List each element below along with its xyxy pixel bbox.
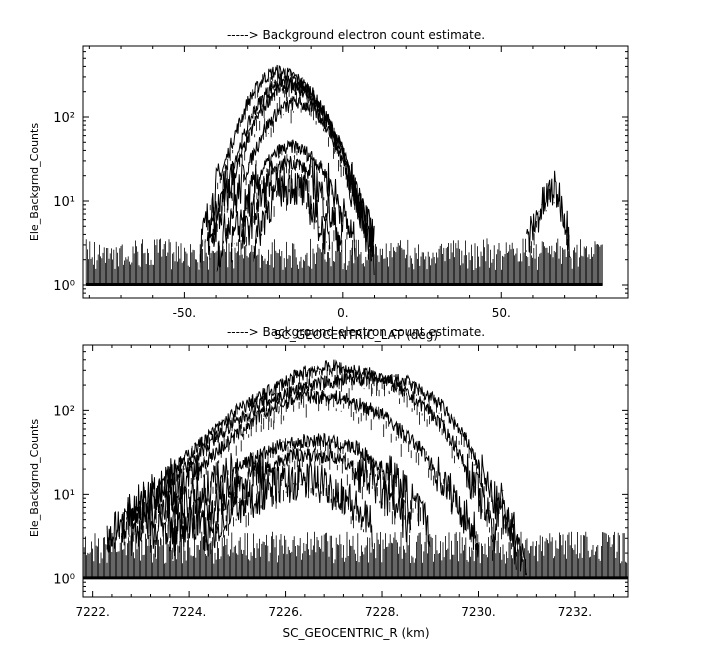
series-spikes xyxy=(203,475,372,557)
noise-floor-band xyxy=(83,531,628,579)
y-tick-label: 10¹ xyxy=(53,195,75,210)
y-tick-label: 10¹ xyxy=(53,488,75,503)
noise-floor-baseline xyxy=(86,282,603,286)
plot-frame xyxy=(82,344,629,598)
y-tick-label: 10² xyxy=(53,111,75,126)
y-tick-label: 10⁰ xyxy=(53,572,75,587)
x-tick-label: -50. xyxy=(173,306,196,320)
noise-floor-baseline xyxy=(83,576,628,580)
series-spikes xyxy=(253,178,330,262)
x-axis-label: SC_GEOCENTRIC_R (km) xyxy=(283,626,430,640)
x-tick-label: 7232. xyxy=(558,605,592,619)
series-line xyxy=(150,432,431,549)
series-line xyxy=(526,170,571,259)
noise-floor-band xyxy=(85,238,603,285)
series-spikes xyxy=(150,437,429,558)
chart-latitude: -----> Background electron count estimat… xyxy=(28,28,629,342)
series-line xyxy=(169,447,412,553)
x-tick-label: 7224. xyxy=(172,605,206,619)
x-tick-label: 0. xyxy=(337,306,348,320)
x-tick-label: 7226. xyxy=(268,605,302,619)
y-tick-label: 10⁰ xyxy=(53,279,75,294)
x-tick-label: 7228. xyxy=(365,605,399,619)
series-line xyxy=(240,155,343,252)
series-spikes xyxy=(218,100,374,266)
chart-title: -----> Background electron count estimat… xyxy=(227,28,485,42)
y-tick-label: 10² xyxy=(53,404,75,419)
series-spikes xyxy=(492,490,526,576)
series-spikes xyxy=(526,184,570,254)
plot-frame xyxy=(82,45,629,299)
x-tick-label: 7230. xyxy=(461,605,495,619)
series-line xyxy=(216,96,375,276)
y-axis-label: Ele_Backgrnd_Counts xyxy=(28,419,41,537)
chart-title: -----> Background electron count estimat… xyxy=(227,325,485,339)
series-line xyxy=(492,482,528,576)
series-line xyxy=(203,460,373,552)
chart-radius: -----> Background electron count estimat… xyxy=(28,325,629,640)
x-axis-label: SC_GEOCENTRIC_LAT (deg) xyxy=(274,328,438,342)
x-tick-label: 50. xyxy=(492,306,511,320)
x-tick-label: 7222. xyxy=(75,605,109,619)
series-line xyxy=(130,388,479,558)
y-axis-label: Ele_Backgrnd_Counts xyxy=(28,123,41,241)
